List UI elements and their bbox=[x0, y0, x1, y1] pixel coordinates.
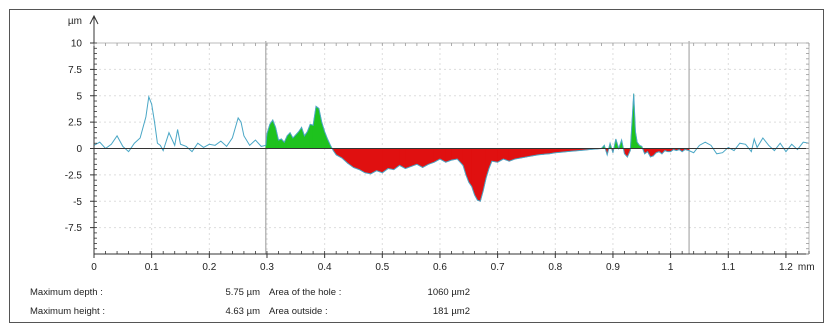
x-tick-label: 0.4 bbox=[318, 262, 332, 273]
chart-frame: 0 0.1 0.2 0.3 0.4 0.5 0.6 0.7 0.8 0.9 1 1.1 1.2 10 7.5… bbox=[9, 9, 824, 323]
x-tick-label: 0.1 bbox=[145, 262, 159, 273]
hole-area bbox=[520, 148, 527, 159]
hole-area bbox=[468, 148, 472, 188]
profile-line bbox=[93, 93, 810, 202]
outside-area-label: Area outside : bbox=[269, 306, 328, 317]
material-above-area bbox=[309, 123, 314, 149]
x-tick-label: 0.3 bbox=[260, 262, 274, 273]
y-tick-label: 10 bbox=[71, 39, 83, 50]
hole-area bbox=[451, 148, 458, 161]
stats-row-1: Maximum depth : 5.75 µm Area of the hole… bbox=[30, 287, 500, 301]
y-tick-label: 0 bbox=[76, 144, 82, 155]
hole-area bbox=[376, 148, 383, 174]
hole-area bbox=[370, 148, 377, 175]
y-tick-label: 2.5 bbox=[68, 118, 82, 129]
hole-area-label: Area of the hole : bbox=[269, 287, 342, 298]
hole-area bbox=[364, 148, 372, 175]
max-height-label: Maximum height : bbox=[30, 306, 105, 317]
profile-chart: 0 0.1 0.2 0.3 0.4 0.5 0.6 0.7 0.8 0.9 1 1.1 1.2 10 7.5… bbox=[65, 14, 815, 273]
hole-area bbox=[347, 148, 354, 169]
y-tick-label: -2.5 bbox=[65, 170, 83, 181]
hole-area bbox=[514, 148, 521, 160]
outside-area-value: 181 µm2 bbox=[432, 306, 470, 317]
y-tick-label: -7.5 bbox=[65, 223, 83, 234]
y-unit-label: µm bbox=[68, 16, 82, 27]
max-depth-value: 5.75 µm bbox=[225, 287, 260, 298]
x-tick-label: 0.7 bbox=[491, 262, 505, 273]
hole-area bbox=[491, 148, 498, 163]
profile-series bbox=[93, 93, 810, 202]
hole-area bbox=[353, 148, 360, 171]
y-tick-label: 5 bbox=[76, 91, 82, 102]
hole-area bbox=[410, 148, 418, 167]
grid bbox=[93, 41, 809, 254]
y-tick-label: 7.5 bbox=[68, 65, 82, 76]
hole-area bbox=[387, 148, 395, 170]
x-tick-label: 0 bbox=[91, 262, 97, 273]
max-depth-label: Maximum depth : bbox=[30, 287, 103, 298]
hole-area bbox=[358, 148, 366, 174]
tick-labels: 0 0.1 0.2 0.3 0.4 0.5 0.6 0.7 0.8 0.9 1 1.1 1.2 10 7.5… bbox=[65, 16, 815, 273]
x-tick-label: 0.9 bbox=[606, 262, 620, 273]
x-unit-label: mm bbox=[798, 262, 815, 273]
hole-area bbox=[474, 148, 478, 201]
hole-area-value: 1060 µm2 bbox=[427, 287, 470, 298]
x-tick-label: 1 bbox=[668, 262, 674, 273]
x-tick-label: 0.5 bbox=[375, 262, 389, 273]
x-tick-label: 1.1 bbox=[721, 262, 735, 273]
x-tick-label: 1.2 bbox=[779, 262, 793, 273]
material-above-area bbox=[315, 105, 320, 149]
hole-area bbox=[477, 148, 481, 202]
hole-area bbox=[428, 148, 435, 165]
max-height-value: 4.63 µm bbox=[225, 306, 260, 317]
x-tick-label: 0.8 bbox=[548, 262, 562, 273]
x-tick-label: 0.2 bbox=[202, 262, 216, 273]
axes bbox=[89, 14, 810, 258]
stats-row-2: Maximum height : 4.63 µm Area outside : … bbox=[30, 306, 500, 320]
x-tick-label: 0.6 bbox=[433, 262, 447, 273]
area-fills bbox=[265, 93, 690, 202]
hole-area bbox=[405, 148, 412, 169]
y-axis-arrow bbox=[89, 14, 99, 25]
y-tick-label: -5 bbox=[73, 197, 82, 208]
